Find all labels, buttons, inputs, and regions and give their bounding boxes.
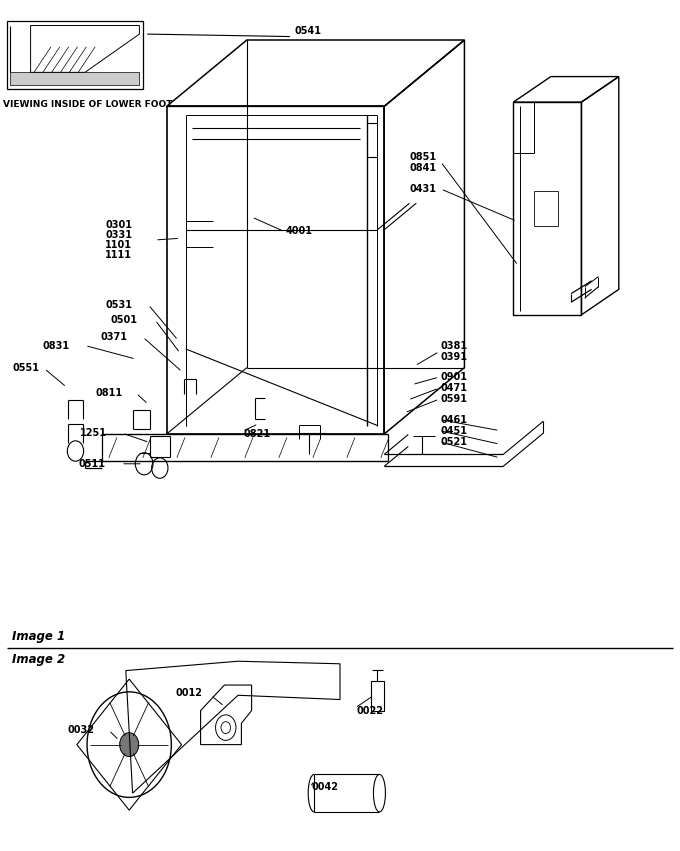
Text: 0531: 0531 <box>105 300 133 310</box>
Text: 0012: 0012 <box>175 688 203 698</box>
Text: 0821: 0821 <box>243 429 271 439</box>
Text: 0541: 0541 <box>294 26 322 37</box>
Text: 0901: 0901 <box>441 372 468 382</box>
Text: VIEWING INSIDE OF LOWER FOOT: VIEWING INSIDE OF LOWER FOOT <box>3 100 173 109</box>
Bar <box>7 21 143 89</box>
Text: 0371: 0371 <box>101 332 128 342</box>
Text: 1251: 1251 <box>80 428 107 438</box>
Text: 0391: 0391 <box>441 351 468 362</box>
Text: 0811: 0811 <box>95 388 122 398</box>
Text: 0381: 0381 <box>441 340 468 351</box>
Text: 0042: 0042 <box>311 782 339 792</box>
Text: 0451: 0451 <box>441 426 468 436</box>
Text: 0551: 0551 <box>12 363 39 374</box>
Text: 0511: 0511 <box>79 459 106 469</box>
Text: 0032: 0032 <box>68 725 95 735</box>
Text: 0841: 0841 <box>409 163 437 173</box>
Polygon shape <box>31 26 139 72</box>
Text: 0471: 0471 <box>441 383 468 393</box>
Text: 1111: 1111 <box>105 250 133 260</box>
Text: 0431: 0431 <box>409 184 437 194</box>
Text: 0591: 0591 <box>441 394 468 404</box>
Bar <box>10 72 139 85</box>
Text: 0461: 0461 <box>441 414 468 425</box>
Text: Image 2: Image 2 <box>12 653 65 665</box>
Circle shape <box>120 733 139 757</box>
Text: Image 1: Image 1 <box>12 631 65 643</box>
Text: 0022: 0022 <box>356 705 384 716</box>
Text: 0501: 0501 <box>111 315 138 325</box>
Text: 0521: 0521 <box>441 437 468 447</box>
Text: 1101: 1101 <box>105 240 133 250</box>
Text: 4001: 4001 <box>286 226 313 237</box>
Text: 0851: 0851 <box>409 151 437 162</box>
Text: 0301: 0301 <box>105 220 133 230</box>
Bar <box>371 681 384 711</box>
Text: 0831: 0831 <box>42 340 69 351</box>
Text: 0331: 0331 <box>105 230 133 240</box>
